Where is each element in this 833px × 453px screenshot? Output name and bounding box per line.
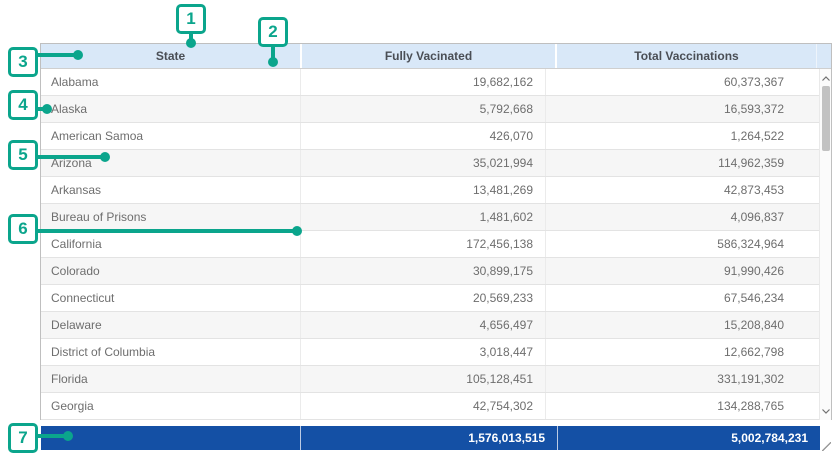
table-row[interactable]: Georgia42,754,302134,288,765: [41, 393, 831, 420]
callout-7-connector: [36, 434, 65, 438]
total-vaccinations-cell: 16,593,372: [545, 96, 796, 122]
total-vaccinations-cell: 331,191,302: [545, 366, 796, 392]
fully-vaccinated-cell: 30,899,175: [300, 258, 545, 284]
table-row[interactable]: Delaware4,656,49715,208,840: [41, 312, 831, 339]
state-cell: Delaware: [41, 312, 300, 338]
callout-7-number: 7: [18, 428, 27, 448]
fully-vaccinated-cell: 20,569,233: [300, 285, 545, 311]
table-row[interactable]: Bureau of Prisons1,481,6024,096,837: [41, 204, 831, 231]
fully-vaccinated-cell: 105,128,451: [300, 366, 545, 392]
table-row[interactable]: Arizona35,021,994114,962,359: [41, 150, 831, 177]
callout-6-connector: [36, 229, 294, 233]
scrollbar-thumb[interactable]: [822, 86, 830, 151]
table-row[interactable]: Connecticut20,569,23367,546,234: [41, 285, 831, 312]
summary-fully-vaccinated-total: 1,576,013,515: [300, 426, 557, 450]
table-body: Alabama19,682,16260,373,367Alaska5,792,6…: [41, 69, 831, 420]
summary-total-vaccinations-total: 5,002,784,231: [557, 426, 820, 450]
callout-5-number: 5: [18, 145, 27, 165]
fully-vaccinated-cell: 42,754,302: [300, 393, 545, 419]
table-row[interactable]: Arkansas13,481,26942,873,453: [41, 177, 831, 204]
state-cell: Bureau of Prisons: [41, 204, 300, 230]
summary-row: 1,576,013,515 5,002,784,231: [41, 426, 820, 450]
total-vaccinations-cell: 134,288,765: [545, 393, 796, 419]
callout-5-connector: [36, 155, 102, 159]
scroll-down-button[interactable]: [820, 404, 832, 418]
total-vaccinations-cell: 1,264,522: [545, 123, 796, 149]
callout-6-badge: 6: [8, 214, 38, 244]
fully-vaccinated-cell: 35,021,994: [300, 150, 545, 176]
table-row[interactable]: District of Columbia3,018,44712,662,798: [41, 339, 831, 366]
state-cell: District of Columbia: [41, 339, 300, 365]
state-cell: Alaska: [41, 96, 300, 122]
total-vaccinations-cell: 4,096,837: [545, 204, 796, 230]
callout-3-dot: [73, 50, 83, 60]
table-row[interactable]: Alaska5,792,66816,593,372: [41, 96, 831, 123]
table-row[interactable]: Colorado30,899,17591,990,426: [41, 258, 831, 285]
state-cell: Connecticut: [41, 285, 300, 311]
scroll-up-button[interactable]: [820, 71, 832, 85]
chevron-down-icon: [822, 409, 830, 414]
callout-1-number: 1: [186, 9, 195, 29]
callout-1-dot: [186, 38, 196, 48]
state-cell: Colorado: [41, 258, 300, 284]
total-vaccinations-cell: 15,208,840: [545, 312, 796, 338]
resize-grip-icon: [822, 442, 831, 451]
callout-4-number: 4: [18, 95, 27, 115]
state-cell: American Samoa: [41, 123, 300, 149]
callout-4-badge: 4: [8, 90, 38, 120]
column-header-fully-vaccinated[interactable]: Fully Vacinated: [300, 44, 555, 68]
callout-3-number: 3: [18, 52, 27, 72]
total-vaccinations-cell: 12,662,798: [545, 339, 796, 365]
fully-vaccinated-cell: 13,481,269: [300, 177, 545, 203]
vertical-scrollbar[interactable]: [819, 69, 831, 420]
fully-vaccinated-cell: 426,070: [300, 123, 545, 149]
state-cell: Georgia: [41, 393, 300, 419]
table-header-row: State Fully Vacinated Total Vaccinations: [41, 44, 831, 69]
fully-vaccinated-cell: 172,456,138: [300, 231, 545, 257]
header-scrollbar-filler: [816, 44, 829, 68]
total-vaccinations-cell: 114,962,359: [545, 150, 796, 176]
callout-5-dot: [100, 152, 110, 162]
table-row[interactable]: California172,456,138586,324,964: [41, 231, 831, 258]
total-vaccinations-cell: 67,546,234: [545, 285, 796, 311]
callout-7-dot: [63, 431, 73, 441]
state-cell: Alabama: [41, 69, 300, 95]
callout-3-connector: [36, 53, 75, 57]
total-vaccinations-cell: 91,990,426: [545, 258, 796, 284]
callout-6-number: 6: [18, 219, 27, 239]
table-row[interactable]: Alabama19,682,16260,373,367: [41, 69, 831, 96]
table-row[interactable]: American Samoa426,0701,264,522: [41, 123, 831, 150]
fully-vaccinated-cell: 19,682,162: [300, 69, 545, 95]
callout-2-number: 2: [268, 22, 277, 42]
fully-vaccinated-cell: 1,481,602: [300, 204, 545, 230]
callout-4-dot: [42, 104, 52, 114]
state-cell: California: [41, 231, 300, 257]
fully-vaccinated-cell: 5,792,668: [300, 96, 545, 122]
callout-6-dot: [292, 226, 302, 236]
total-vaccinations-cell: 60,373,367: [545, 69, 796, 95]
vaccination-table-screenshot: State Fully Vacinated Total Vaccinations…: [0, 0, 833, 453]
state-cell: Florida: [41, 366, 300, 392]
callout-2-dot: [268, 57, 278, 67]
summary-state-cell: [41, 426, 300, 450]
state-cell: Arkansas: [41, 177, 300, 203]
callout-2-badge: 2: [258, 17, 288, 47]
state-cell: Arizona: [41, 150, 300, 176]
callout-5-badge: 5: [8, 140, 38, 170]
total-vaccinations-cell: 586,324,964: [545, 231, 796, 257]
callout-7-badge: 7: [8, 423, 38, 453]
total-vaccinations-cell: 42,873,453: [545, 177, 796, 203]
callout-3-badge: 3: [8, 47, 38, 77]
fully-vaccinated-cell: 3,018,447: [300, 339, 545, 365]
chevron-up-icon: [822, 76, 830, 81]
callout-1-badge: 1: [176, 4, 206, 34]
table-row[interactable]: Florida105,128,451331,191,302: [41, 366, 831, 393]
fully-vaccinated-cell: 4,656,497: [300, 312, 545, 338]
column-header-total-vaccinations[interactable]: Total Vaccinations: [555, 44, 816, 68]
